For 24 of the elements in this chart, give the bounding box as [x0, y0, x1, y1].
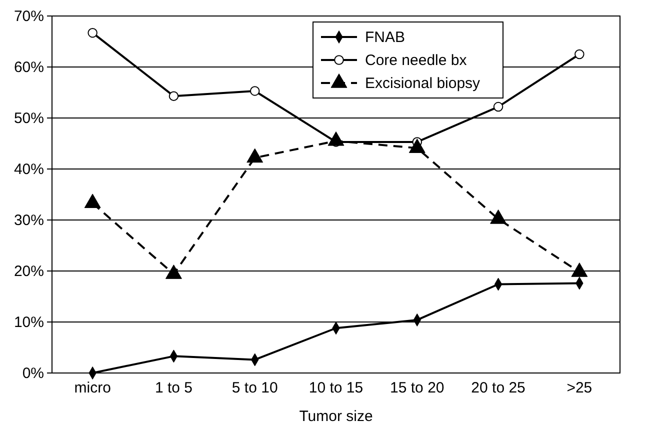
legend-label: Excisional biopsy: [365, 75, 481, 92]
point: [493, 102, 504, 112]
y-tick-label: 20%: [14, 262, 44, 280]
point: [574, 49, 584, 60]
y-tick-label: 30%: [14, 212, 44, 229]
y-tick-label: 40%: [14, 160, 44, 178]
x-axis-title: Tumor size: [299, 408, 373, 425]
y-tick-label: 0%: [22, 364, 44, 382]
x-tick-label: >25: [566, 380, 592, 396]
legend-label: Core needle bx: [365, 52, 468, 69]
y-tick-label: 10%: [14, 314, 44, 331]
point: [88, 28, 98, 38]
x-tick-label: 5 to 10: [232, 380, 278, 396]
x-tick-label: 15 to 20: [390, 380, 444, 396]
y-tick-label: 60%: [14, 58, 44, 76]
point: [250, 86, 260, 96]
x-tick-label: 20 to 25: [471, 380, 526, 396]
y-tick-label: 70%: [14, 8, 44, 25]
y-tick-label: 50%: [14, 110, 44, 127]
x-tick-label: 10 to 15: [308, 380, 364, 396]
x-tick-label: micro: [74, 380, 111, 396]
legend-label: FNAB: [365, 29, 406, 46]
point: [168, 91, 179, 101]
x-tick-label: 1 to 5: [154, 380, 192, 396]
